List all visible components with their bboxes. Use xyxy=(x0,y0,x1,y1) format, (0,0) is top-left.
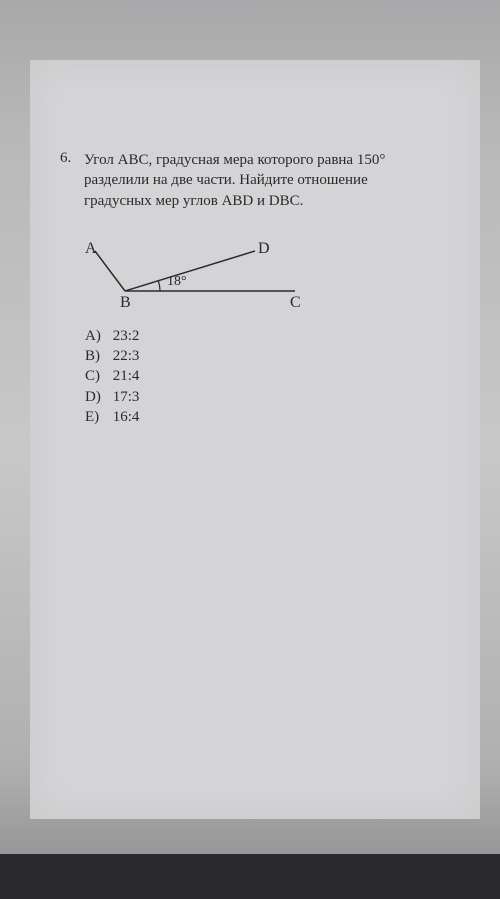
option-a: A) 23:2 xyxy=(85,326,455,346)
option-value: 21:4 xyxy=(113,368,140,384)
problem-line-2: разделили на две части. Найдите отношени… xyxy=(84,170,454,190)
geometry-diagram: A B C D 18° xyxy=(85,231,325,311)
angle-arc xyxy=(158,280,160,291)
answer-options: A) 23:2 B) 22:3 C) 21:4 D) 17:3 E) 16:4 xyxy=(85,326,455,427)
option-value: 23:2 xyxy=(113,328,140,344)
option-letter: A) xyxy=(85,326,109,346)
option-letter: D) xyxy=(85,387,109,407)
option-letter: C) xyxy=(85,366,109,386)
option-c: C) 21:4 xyxy=(85,366,455,386)
option-value: 16:4 xyxy=(113,409,140,425)
option-e: E) 16:4 xyxy=(85,407,455,427)
problem-line-3: градусных мер углов ABD и DBC. xyxy=(84,191,454,211)
problem-number: 6. xyxy=(60,150,80,167)
label-a: A xyxy=(85,240,97,257)
option-value: 22:3 xyxy=(113,348,140,364)
angle-label: 18° xyxy=(167,274,187,289)
option-d: D) 17:3 xyxy=(85,387,455,407)
option-letter: E) xyxy=(85,407,109,427)
line-bd xyxy=(125,251,255,291)
problem-text: Угол ABC, градусная мера которого равна … xyxy=(84,150,454,211)
paper-sheet: 6. Угол ABC, градусная мера которого рав… xyxy=(30,60,480,819)
device-bottom-bar xyxy=(0,854,500,899)
option-letter: B) xyxy=(85,346,109,366)
problem-line-1: Угол ABC, градусная мера которого равна … xyxy=(84,150,454,170)
option-b: B) 22:3 xyxy=(85,346,455,366)
option-value: 17:3 xyxy=(113,389,140,405)
problem-block: 6. Угол ABC, градусная мера которого рав… xyxy=(60,150,455,211)
label-d: D xyxy=(258,240,270,257)
label-c: C xyxy=(290,294,301,311)
label-b: B xyxy=(120,294,131,311)
diagram-svg: A B C D 18° xyxy=(85,231,325,311)
line-ba xyxy=(95,251,125,291)
